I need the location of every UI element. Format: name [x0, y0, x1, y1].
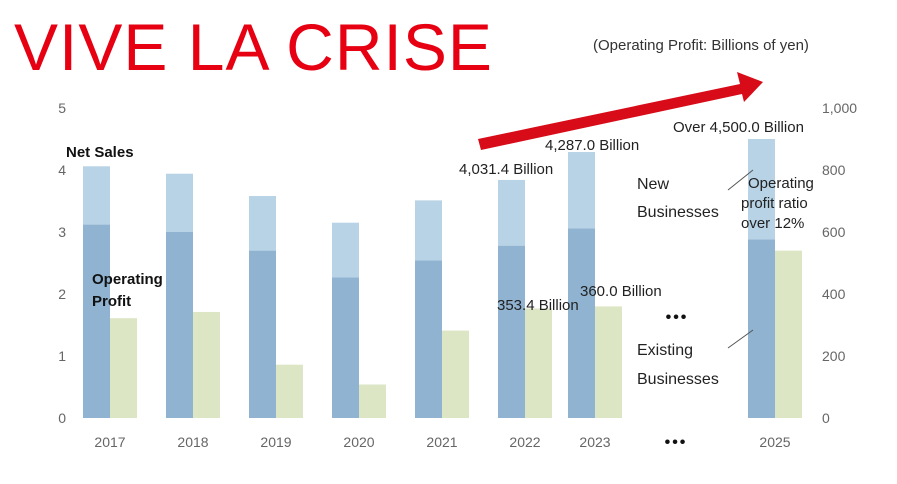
profit-ratio-label: over 12%	[741, 215, 804, 232]
operating-profit-bar	[775, 250, 802, 418]
right-tick-label: 400	[822, 286, 846, 302]
operating-profit-2022-label: 353.4 Billion	[497, 297, 579, 314]
operating-profit-bar	[359, 384, 386, 418]
ellipsis-mid: •••	[666, 309, 689, 326]
bars	[83, 139, 802, 418]
left-tick-label: 5	[58, 100, 66, 116]
new-businesses-label: New	[637, 176, 669, 193]
category-label: 2022	[509, 434, 540, 450]
right-tick-label: 800	[822, 162, 846, 178]
existing-businesses-bar	[166, 232, 193, 418]
category-label: 2017	[94, 434, 125, 450]
category-label: 2025	[759, 434, 790, 450]
existing-businesses-label: Businesses	[637, 371, 719, 388]
operating-profit-bar	[110, 318, 137, 418]
growth-arrow-shape	[478, 72, 763, 150]
category-label: 2018	[177, 434, 208, 450]
new-businesses-bar	[748, 139, 775, 240]
operating-profit-bar	[276, 364, 303, 418]
existing-businesses-bar	[83, 224, 110, 418]
operating-profit-bar	[595, 306, 622, 418]
category-label: 2020	[343, 434, 374, 450]
left-tick-label: 4	[58, 162, 66, 178]
profit-ratio-label: Operating	[748, 175, 814, 192]
existing-businesses-bar	[568, 228, 595, 418]
left-axis: 0 1 2 3 4 5	[58, 100, 66, 426]
profit-ratio-label: profit ratio	[741, 195, 808, 212]
new-businesses-bar	[415, 200, 442, 261]
operating-profit-2023-label: 360.0 Billion	[580, 283, 662, 300]
new-businesses-bar	[249, 196, 276, 251]
net-sales-2025-label: Over 4,500.0 Billion	[673, 119, 804, 136]
new-businesses-bar	[166, 173, 193, 232]
operating-profit-label: Operating	[92, 271, 163, 288]
callout-line	[727, 169, 754, 191]
operating-profit-label: Profit	[92, 293, 131, 310]
annotations: Net Sales Operating Profit 4,031.4 Billion 4…	[66, 119, 814, 388]
new-businesses-bar	[332, 222, 359, 278]
category-ellipsis: •••	[665, 434, 688, 451]
operating-profit-bar	[193, 311, 220, 418]
new-businesses-bar	[83, 166, 110, 225]
left-tick-label: 0	[58, 410, 66, 426]
right-tick-label: 600	[822, 224, 846, 240]
left-tick-label: 1	[58, 348, 66, 364]
growth-arrow	[478, 72, 763, 150]
new-businesses-bar	[568, 152, 595, 229]
left-tick-label: 3	[58, 224, 66, 240]
net-sales-2023-label: 4,287.0 Billion	[545, 137, 639, 154]
category-label: 2021	[426, 434, 457, 450]
category-axis: 2017 2018 2019 2020 2021 2022 2023 ••• 2025	[94, 434, 790, 451]
existing-businesses-bar	[332, 277, 359, 418]
right-axis: 0 200 400 600 800 1,000	[822, 100, 857, 426]
net-sales-2022-label: 4,031.4 Billion	[459, 161, 553, 178]
right-tick-label: 200	[822, 348, 846, 364]
brand-logo: VIVE LA CRISE	[14, 10, 493, 84]
category-label: 2019	[260, 434, 291, 450]
right-tick-label: 1,000	[822, 100, 857, 116]
unit-note: (Operating Profit: Billions of yen)	[593, 37, 809, 54]
existing-businesses-bar	[748, 239, 775, 418]
new-businesses-label: Businesses	[637, 204, 719, 221]
new-businesses-bar	[498, 179, 525, 246]
existing-businesses-bar	[498, 245, 525, 418]
operating-profit-bar	[442, 330, 469, 418]
existing-businesses-bar	[415, 260, 442, 418]
left-tick-label: 2	[58, 286, 66, 302]
category-label: 2023	[579, 434, 610, 450]
right-tick-label: 0	[822, 410, 830, 426]
existing-businesses-bar	[249, 250, 276, 418]
existing-businesses-label: Existing	[637, 342, 693, 359]
operating-profit-bar	[525, 308, 552, 418]
callout-line	[727, 329, 754, 349]
net-sales-label: Net Sales	[66, 144, 134, 161]
